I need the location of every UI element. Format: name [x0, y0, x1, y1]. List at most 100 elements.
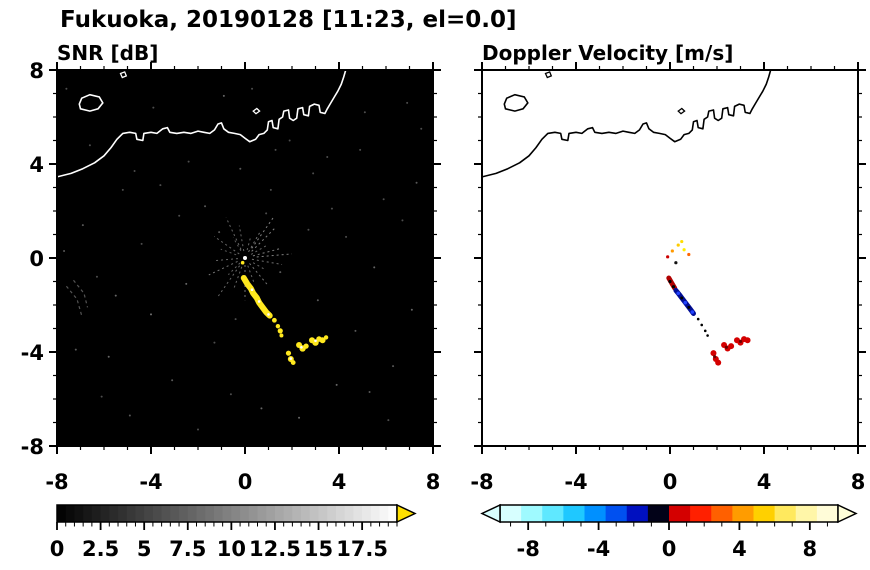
- y-tick-label: -8: [21, 435, 44, 459]
- snr-colorbar-segment: [318, 505, 328, 522]
- vel-red-blob: [715, 359, 722, 366]
- vel-scatter-dot: [670, 249, 674, 253]
- snr-colorbar-segment: [222, 505, 232, 522]
- plots-root: -8 -4 0 4 8 -8 -4 0 4 8 -8 -4 0 4 8 0 2.5 5 7.5 10 12.5 15 17.…: [21, 59, 866, 561]
- vel-colorbar-segment: [795, 505, 818, 522]
- noise-speckle: [152, 106, 155, 109]
- noise-speckle: [274, 148, 277, 151]
- x-tick-label: -4: [564, 470, 587, 494]
- noise-speckle: [260, 407, 263, 410]
- vel-colorbar-segment: [500, 505, 522, 522]
- snr-colorbar-segment: [274, 505, 285, 522]
- noise-speckle: [222, 94, 225, 97]
- snr-colorbar-label: 10: [217, 537, 246, 561]
- noise-speckle: [330, 207, 333, 210]
- vel-colorbar-segment: [584, 505, 607, 522]
- radial-ray: [213, 236, 240, 255]
- noise-speckle: [150, 313, 152, 316]
- vel-colorbar-label: 0: [662, 537, 677, 561]
- noise-speckle: [178, 214, 181, 217]
- vel-dark-dot: [671, 285, 676, 289]
- coastline-path: [57, 70, 347, 178]
- noise-speckle: [326, 155, 329, 158]
- snr-colorbar-segment: [161, 505, 171, 522]
- white-fleck: [300, 346, 303, 349]
- radial-ray: [252, 262, 266, 271]
- x-tick-label: 4: [757, 470, 772, 494]
- vel-red-blob: [744, 337, 751, 344]
- noise-speckle: [420, 127, 423, 130]
- snr-colorbar-segment: [240, 505, 250, 522]
- noise-speckle: [187, 160, 190, 163]
- vel-colorbar-segment: [626, 505, 649, 522]
- noise-speckle: [359, 148, 362, 151]
- snr-colorbar-segment: [370, 505, 381, 522]
- vel-scatter-dot: [666, 255, 670, 259]
- x-tick-label: 0: [238, 470, 253, 494]
- snr-echo-blob: [275, 323, 281, 329]
- white-fleck: [289, 357, 293, 360]
- x-tick-label: -4: [139, 470, 162, 494]
- noise-speckle: [229, 393, 232, 396]
- vel-colorbar-segment: [732, 505, 755, 522]
- vel-colorbar-segment: [647, 505, 670, 522]
- vel-dark-red-dot: [738, 339, 743, 344]
- noise-speckle: [387, 419, 390, 422]
- snr-colorbar-segment: [196, 505, 206, 522]
- noise-speckle: [81, 224, 84, 227]
- noise-speckle: [265, 212, 268, 215]
- vel-colorbar-left-arrow: [480, 503, 501, 524]
- snr-panel-title: SNR [dB]: [57, 41, 158, 65]
- snr-colorbar-segment: [152, 505, 163, 522]
- noise-speckle: [251, 87, 254, 90]
- x-tick-label: 8: [426, 470, 441, 494]
- noise-speckle: [197, 428, 199, 431]
- vel-colorbar-segment: [521, 505, 543, 522]
- noise-speckle: [354, 329, 357, 332]
- radial-ray: [248, 231, 261, 253]
- noise-speckle: [234, 318, 237, 321]
- noise-speckle: [65, 87, 68, 90]
- snr-colorbar-segment: [309, 505, 320, 522]
- vel-scatter-dot: [676, 243, 680, 247]
- noise-speckle: [133, 170, 136, 173]
- snr-colorbar-segment: [213, 505, 224, 522]
- snr-echo-blob: [279, 333, 284, 338]
- snr-echo-blob: [285, 350, 292, 356]
- snr-colorbar-segment: [57, 505, 67, 522]
- snr-echo-blob: [303, 343, 309, 349]
- vel-colorbar-segment: [774, 505, 797, 522]
- snr-panel-content: [57, 70, 423, 431]
- radial-ray: [256, 253, 292, 258]
- snr-colorbar-segment: [83, 505, 93, 522]
- vel-dark-dot: [687, 305, 691, 309]
- noise-speckle: [392, 365, 395, 368]
- x-tick-label: 8: [851, 470, 866, 494]
- radar-center-mark: [240, 260, 245, 265]
- noise-speckle: [382, 198, 385, 201]
- noise-speckle: [95, 275, 98, 278]
- noise-speckle: [307, 228, 310, 231]
- vel-scatter-dot: [674, 261, 678, 265]
- snr-echo-blob: [271, 317, 277, 323]
- y-tick-label: 0: [29, 247, 44, 271]
- noise-speckle: [406, 101, 409, 104]
- snr-colorbar-segment: [231, 505, 241, 522]
- noise-speckle: [140, 242, 143, 245]
- snr-colorbar-segment: [388, 505, 398, 522]
- vel-red-blob: [710, 350, 717, 357]
- radial-ray: [251, 258, 283, 266]
- snr-colorbar-segment: [144, 505, 154, 522]
- radial-ray: [246, 237, 251, 251]
- snr-colorbar-segment: [118, 505, 128, 522]
- radial-ray: [251, 217, 274, 249]
- radial-ray: [238, 225, 245, 252]
- velocity-panel-title: Doppler Velocity [m/s]: [482, 41, 733, 65]
- noise-speckle: [114, 294, 117, 297]
- noise-speckle: [279, 271, 282, 274]
- radial-ray: [251, 227, 276, 252]
- radial-ray: [247, 265, 256, 285]
- vel-bright-blue-dot: [683, 300, 688, 305]
